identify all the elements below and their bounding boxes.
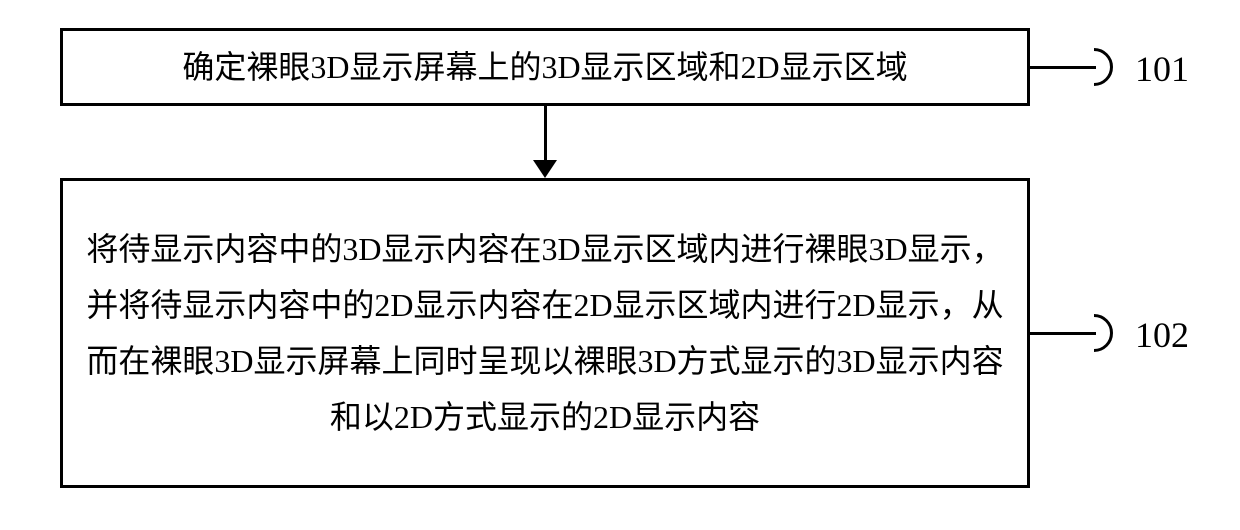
connector-curve-1 [1094,48,1132,86]
flowchart-node-1-text: 确定裸眼3D显示屏幕上的3D显示区域和2D显示区域 [162,33,927,101]
flowchart-container: 确定裸眼3D显示屏幕上的3D显示区域和2D显示区域 101 将待显示内容中的3D… [0,0,1240,530]
flowchart-arrow-head [533,160,557,178]
flowchart-node-1: 确定裸眼3D显示屏幕上的3D显示区域和2D显示区域 [60,28,1030,106]
flowchart-node-2-text: 将待显示内容中的3D显示内容在3D显示区域内进行裸眼3D显示，并将待显示内容中的… [63,211,1027,455]
connector-curve-2 [1094,314,1132,352]
connector-line-1 [1030,66,1096,69]
connector-line-2 [1030,332,1096,335]
flowchart-label-1: 101 [1135,48,1189,90]
flowchart-node-2: 将待显示内容中的3D显示内容在3D显示区域内进行裸眼3D显示，并将待显示内容中的… [60,178,1030,488]
flowchart-arrow-shaft [544,106,547,164]
flowchart-label-2: 102 [1135,314,1189,356]
